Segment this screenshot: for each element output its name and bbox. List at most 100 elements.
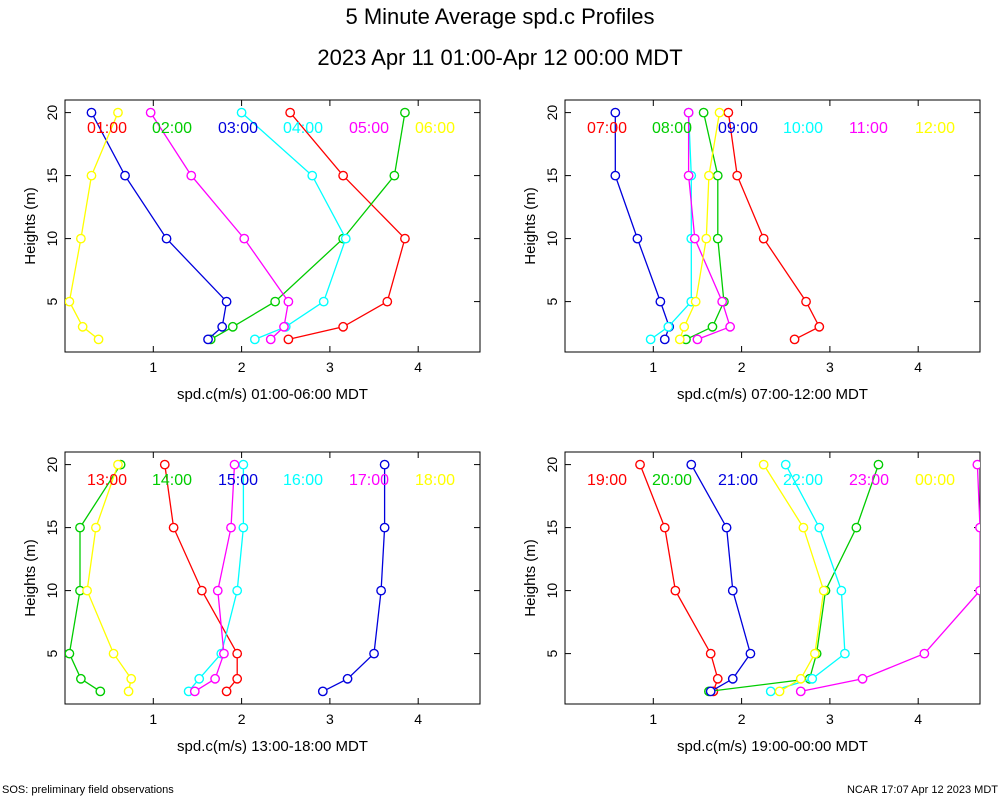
legend-label-12:00: 12:00 — [915, 120, 955, 137]
data-point-19:00-10m — [670, 585, 681, 596]
panel-2: 1 2 3 4 5 10 15 20 spd.c(m/s) 07:00-12:00 MDT Hei… — [522, 99, 981, 403]
data-point-04:00-5m — [318, 296, 329, 307]
data-point-12:00-2m — [674, 334, 685, 345]
data-point-21:00-2m — [705, 686, 716, 697]
data-point-17:00-3m — [210, 673, 221, 684]
data-point-10:00-2m — [645, 334, 656, 345]
data-point-03:00-15m — [120, 170, 130, 181]
data-point-15:00-15m — [379, 522, 390, 533]
data-point-11:00-15m — [683, 170, 694, 181]
data-point-15:00-2m — [317, 686, 328, 697]
y-axis-label: Heights (m) — [522, 187, 539, 265]
data-point-05:00-2m — [265, 334, 276, 345]
data-point-14:00-2m — [95, 686, 106, 697]
data-point-23:00-3m — [857, 673, 868, 684]
data-point-09:00-2m — [659, 334, 670, 345]
data-point-21:00-10m — [727, 585, 738, 596]
y-tick-label: 10 — [44, 583, 60, 599]
data-point-17:00-5m — [219, 648, 229, 659]
series-line-19:00 — [639, 464, 719, 692]
series-line-10:00 — [650, 112, 692, 340]
data-point-16:00-3m — [194, 673, 205, 684]
legend-label-21:00: 21:00 — [718, 472, 758, 489]
legend-label-00:00: 00:00 — [915, 472, 955, 489]
y-tick-label: 5 — [44, 297, 60, 305]
data-point-08:00-20m — [698, 107, 709, 118]
data-point-05:00-5m — [283, 296, 294, 307]
series-line-22:00 — [770, 464, 846, 693]
y-tick-label: 15 — [544, 520, 560, 536]
data-point-06:00-3m — [77, 321, 88, 332]
series-line-20:00 — [708, 464, 880, 693]
data-point-08:00-3m — [707, 321, 718, 332]
panel-4: 1 2 3 4 5 10 15 20 spd.c(m/s) 19:00-00:00 MDT Hei… — [522, 451, 981, 755]
legend-label-01:00: 01:00 — [87, 120, 127, 137]
data-point-03:00-5m — [221, 296, 232, 307]
data-point-00:00-3m — [795, 673, 806, 684]
y-tick-label: 10 — [544, 583, 560, 599]
series-line-03:00 — [90, 112, 228, 340]
data-point-14:00-3m — [75, 673, 86, 684]
data-point-04:00-20m — [236, 107, 247, 118]
data-point-21:00-3m — [727, 673, 738, 684]
data-point-13:00-15m — [168, 522, 179, 533]
data-point-02:00-20m — [400, 107, 410, 118]
plot-frame — [564, 451, 981, 705]
data-point-09:00-5m — [655, 296, 666, 307]
data-point-08:00-10m — [712, 233, 723, 244]
data-point-03:00-3m — [217, 321, 228, 332]
data-point-06:00-2m — [93, 334, 104, 345]
data-layer — [65, 107, 410, 345]
x-tick-label: 2 — [738, 711, 746, 727]
data-point-18:00-3m — [126, 673, 137, 684]
legend-label-20:00: 20:00 — [652, 472, 692, 489]
data-point-07:00-2m — [789, 334, 800, 345]
data-layer — [610, 107, 825, 345]
data-point-05:00-10m — [239, 233, 250, 244]
data-point-13:00-20m — [159, 459, 170, 470]
series-line-12:00 — [679, 112, 721, 340]
data-point-09:00-15m — [610, 170, 621, 181]
data-point-00:00-10m — [818, 585, 829, 596]
data-point-05:00-15m — [186, 170, 197, 181]
chart-subtitle: 2023 Apr 11 01:00-Apr 12 00:00 MDT — [317, 45, 683, 70]
data-point-11:00-20m — [683, 107, 694, 118]
data-point-14:00-15m — [75, 522, 85, 533]
legend-label-16:00: 16:00 — [283, 472, 323, 489]
data-point-02:00-3m — [227, 321, 238, 332]
legend-label-15:00: 15:00 — [218, 472, 258, 489]
data-point-06:00-5m — [65, 296, 75, 307]
legend-label-14:00: 14:00 — [152, 472, 192, 489]
data-point-05:00-3m — [279, 321, 289, 332]
data-point-17:00-10m — [212, 585, 223, 596]
footer-left: SOS: preliminary field observations — [2, 784, 174, 796]
x-tick-label: 3 — [326, 711, 334, 727]
data-point-20:00-15m — [851, 522, 862, 533]
x-tick-label: 2 — [738, 359, 746, 375]
legend-label-10:00: 10:00 — [783, 120, 823, 137]
data-point-22:00-10m — [836, 585, 847, 596]
x-tick-label: 2 — [238, 359, 246, 375]
data-point-16:00-20m — [238, 459, 249, 470]
data-point-22:00-20m — [780, 459, 791, 470]
y-tick-label: 15 — [44, 520, 60, 536]
series-line-06:00 — [68, 112, 119, 340]
y-tick-label: 10 — [544, 231, 560, 247]
series-line-04:00 — [241, 112, 347, 341]
data-point-18:00-10m — [82, 585, 92, 596]
legend-label-17:00: 17:00 — [349, 472, 389, 489]
data-layer — [65, 459, 390, 697]
data-point-13:00-10m — [196, 585, 207, 596]
data-point-10:00-3m — [663, 321, 674, 332]
x-tick-label: 3 — [826, 359, 834, 375]
data-point-11:00-5m — [717, 296, 728, 307]
data-point-11:00-3m — [725, 321, 736, 332]
series-line-21:00 — [690, 464, 752, 692]
data-point-06:00-10m — [75, 233, 86, 244]
data-point-00:00-15m — [798, 522, 809, 533]
data-point-02:00-15m — [389, 170, 400, 181]
x-axis-label: spd.c(m/s) 01:00-06:00 MDT — [177, 386, 368, 403]
footer-right: NCAR 17:07 Apr 12 2023 MDT — [846, 784, 998, 796]
legend-label-08:00: 08:00 — [652, 120, 692, 137]
x-tick-label: 3 — [326, 359, 334, 375]
